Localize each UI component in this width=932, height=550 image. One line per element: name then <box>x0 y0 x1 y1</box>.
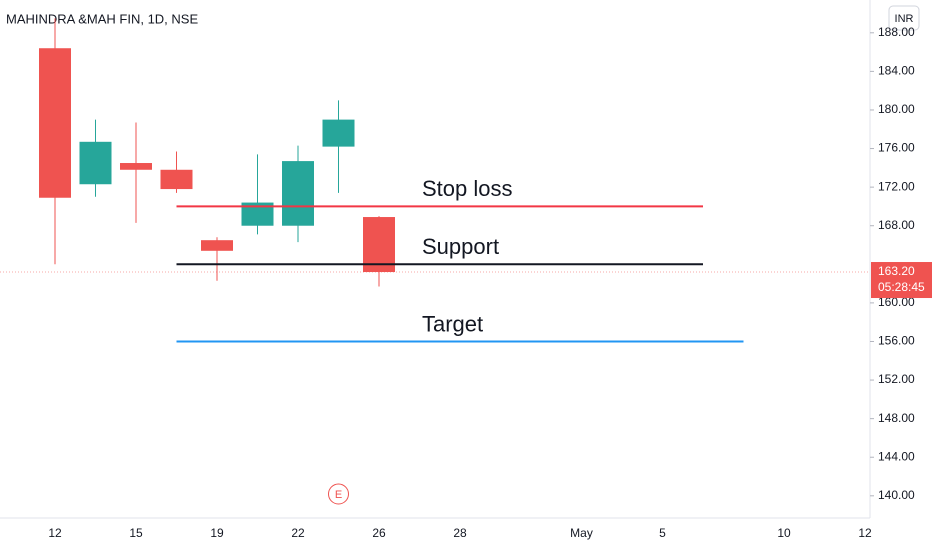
x-tick-label: 10 <box>777 526 791 540</box>
y-tick-label: 144.00 <box>878 449 915 463</box>
last-price-label: 163.20 <box>878 264 915 278</box>
currency-label[interactable]: INR <box>895 13 914 25</box>
currency-button[interactable] <box>888 5 920 31</box>
candle-body <box>39 48 71 198</box>
candle-body <box>201 240 233 251</box>
y-tick-label: 176.00 <box>878 141 915 155</box>
level-label: Target <box>422 311 483 336</box>
candle-body <box>282 161 314 226</box>
x-tick-label: 19 <box>210 526 224 540</box>
y-tick-label: 160.00 <box>878 295 915 309</box>
candle-body <box>322 119 355 147</box>
x-tick-label: 12 <box>48 526 62 540</box>
x-tick-label: 26 <box>372 526 386 540</box>
last-price-box <box>871 262 932 299</box>
countdown-label: 05:28:45 <box>878 280 925 294</box>
x-tick-label: 22 <box>291 526 305 540</box>
candle-body <box>363 217 395 273</box>
y-tick-label: 172.00 <box>878 179 915 193</box>
y-tick-label: 188.00 <box>878 25 915 39</box>
x-tick-label: May <box>570 526 593 540</box>
event-marker <box>328 483 349 505</box>
candle-body <box>120 163 152 170</box>
y-tick-label: 148.00 <box>878 411 915 425</box>
event-label: E <box>335 489 342 501</box>
y-tick-label: 152.00 <box>878 372 915 386</box>
chart-title: MAHINDRA &MAH FIN, 1D, NSE <box>6 11 198 26</box>
x-tick-label: 12 <box>858 526 872 540</box>
x-tick-label: 5 <box>659 526 666 540</box>
level-label: Stop loss <box>422 176 513 201</box>
x-tick-label: 28 <box>453 526 467 540</box>
candle-body <box>160 169 193 190</box>
y-tick-label: 180.00 <box>878 102 915 116</box>
x-tick-label: 15 <box>129 526 143 540</box>
level-label: Support <box>422 234 499 259</box>
y-tick-label: 140.00 <box>878 488 915 502</box>
y-tick-label: 168.00 <box>878 218 915 232</box>
candle-body <box>241 202 274 226</box>
y-tick-label: 156.00 <box>878 334 915 348</box>
y-tick-label: 184.00 <box>878 64 915 78</box>
candle-body <box>79 141 112 185</box>
